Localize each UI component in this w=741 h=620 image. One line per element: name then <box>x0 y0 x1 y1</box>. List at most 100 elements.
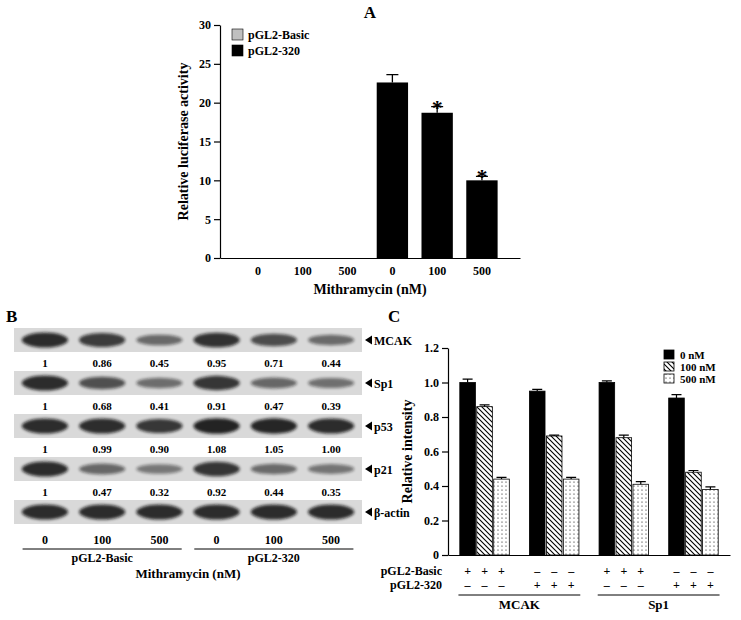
bar <box>703 489 719 555</box>
lane-label: 0 <box>214 533 220 547</box>
band <box>193 418 239 434</box>
design-mark: – <box>637 578 645 592</box>
row-label: Sp1 <box>374 377 393 391</box>
tick-mark <box>214 258 220 259</box>
axis-line <box>221 258 521 259</box>
tick: 0.6 <box>424 445 448 459</box>
tick-label: 0.6 <box>424 445 439 459</box>
band <box>136 335 182 346</box>
design-mark: + <box>568 578 575 592</box>
band-value: 0.86 <box>93 357 113 369</box>
band-value: 0.47 <box>264 400 284 412</box>
tick: 0 <box>433 548 448 562</box>
legend-swatch <box>664 374 674 383</box>
bar <box>599 383 615 556</box>
tick-label: 0.4 <box>424 479 439 493</box>
tick-label: 100 <box>428 264 446 278</box>
blot-strip <box>14 414 362 438</box>
band-value: 0.39 <box>321 400 341 412</box>
x-axis <box>449 555 731 557</box>
tick-mark <box>442 382 448 383</box>
tick-label: 0.8 <box>424 410 439 424</box>
tick-label: 25 <box>199 57 211 71</box>
design-mark: – <box>567 564 575 578</box>
tick-mark <box>214 64 220 65</box>
tick: 15 <box>199 135 220 149</box>
error-bar <box>480 405 490 407</box>
bar <box>421 113 452 258</box>
error-bar <box>532 389 542 391</box>
tick: 10 <box>199 174 220 188</box>
tick-mark <box>442 486 448 487</box>
bar <box>669 398 685 555</box>
legend-label: pGL2-Basic <box>248 28 310 42</box>
error-bar <box>619 435 629 438</box>
design-mark: – <box>689 564 697 578</box>
bar <box>460 383 476 556</box>
design-label: pGL2-320 <box>390 578 442 592</box>
band <box>79 377 125 389</box>
error-bar <box>463 379 473 382</box>
tick-label: 5 <box>205 213 211 227</box>
legend-swatch <box>664 350 674 359</box>
panel-b: B10.860.450.950.710.44MCAK10.680.410.910… <box>6 307 413 581</box>
legend-swatch <box>232 29 243 40</box>
group-label: pGL2-320 <box>248 551 300 565</box>
tick: 0 <box>205 251 220 265</box>
band <box>193 462 239 476</box>
axis-line <box>449 555 731 556</box>
panel-a: A05101520253001005000100500**Relative lu… <box>176 3 521 298</box>
group-line <box>458 595 580 596</box>
design-mark: + <box>637 564 644 578</box>
band-value: 1 <box>42 443 48 455</box>
band <box>308 464 354 474</box>
design-mark: + <box>534 578 541 592</box>
tick-mark <box>214 25 220 26</box>
band-value: 0.44 <box>264 486 284 498</box>
lane-label: 100 <box>265 533 283 547</box>
arrowhead <box>365 465 372 474</box>
band-value: 0.68 <box>93 400 113 412</box>
band-value: 0.41 <box>150 400 169 412</box>
error-bar <box>566 477 576 479</box>
band <box>136 505 182 520</box>
band <box>22 462 68 477</box>
design-mark: + <box>464 564 471 578</box>
group-label: pGL2-Basic <box>71 551 133 565</box>
annotation: * <box>432 95 443 120</box>
band <box>308 335 354 346</box>
design-mark: + <box>707 578 714 592</box>
background <box>0 0 741 620</box>
design-mark: – <box>481 578 489 592</box>
panel-c: C00.20.40.60.81.01.2Relative intensitypG… <box>381 307 731 612</box>
design-mark: + <box>690 578 697 592</box>
axis-title: Mithramycin (nM) <box>313 282 426 298</box>
legend: 0 nM100 nM500 nM <box>664 349 716 385</box>
design-mark: + <box>551 578 558 592</box>
band <box>308 378 354 388</box>
band-value: 1.08 <box>207 443 227 455</box>
group-line <box>598 595 720 596</box>
row-label: MCAK <box>374 334 413 348</box>
bar <box>494 479 510 555</box>
tick: 5 <box>205 213 220 227</box>
error-bar <box>497 477 507 479</box>
tick-label: 0 <box>433 548 439 562</box>
bar <box>529 391 545 555</box>
design-mark: – <box>550 564 558 578</box>
error-bar <box>671 395 681 398</box>
band <box>308 505 354 520</box>
band <box>22 376 68 391</box>
row-label: p53 <box>374 420 393 434</box>
tick: 30 <box>199 18 220 32</box>
band-value: 1.05 <box>264 443 284 455</box>
band <box>79 505 125 520</box>
bar <box>686 472 702 555</box>
band <box>22 505 68 520</box>
band-value: 0.71 <box>264 357 283 369</box>
bar <box>633 484 649 555</box>
band-value: 0.91 <box>207 400 226 412</box>
tick: 500 <box>473 258 491 278</box>
tick: 0.4 <box>424 479 448 493</box>
design-mark: – <box>498 578 506 592</box>
